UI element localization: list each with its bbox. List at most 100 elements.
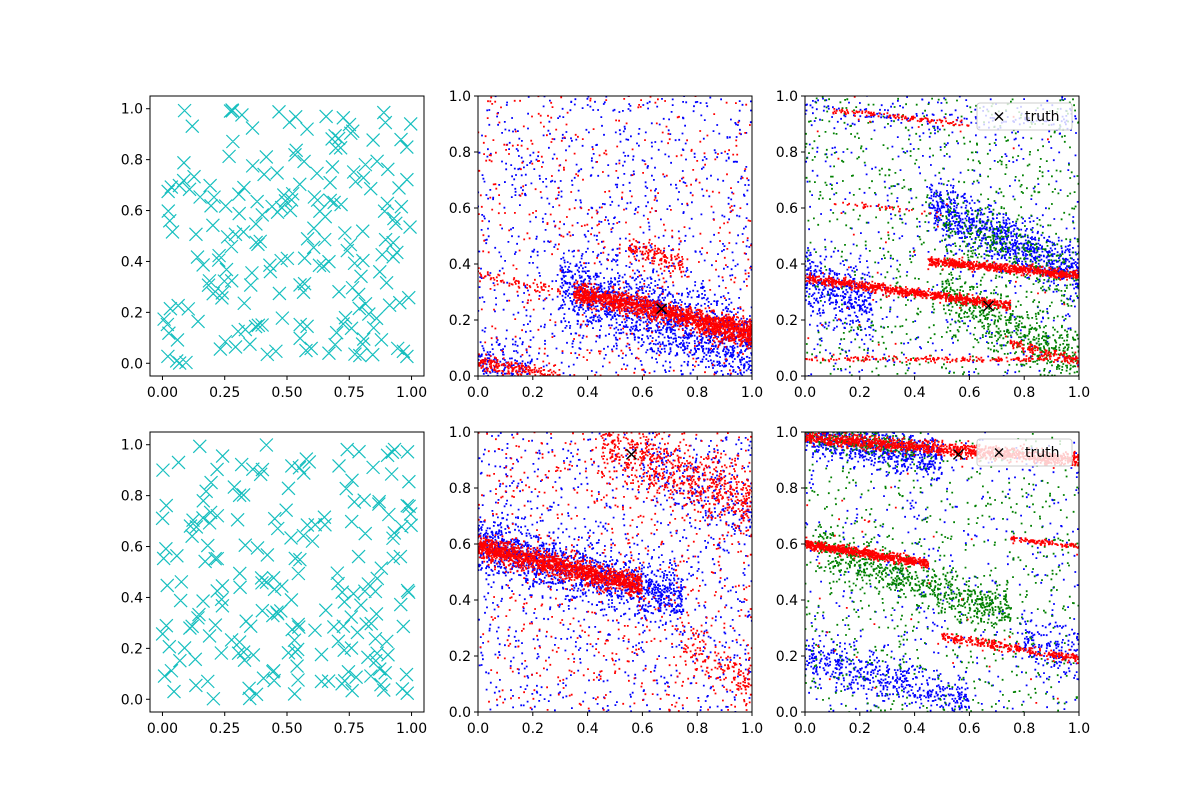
- legend-truth-icon: [994, 448, 1004, 457]
- axes-frame: [477, 95, 753, 377]
- y-tick-label: 0.8: [449, 145, 471, 161]
- y-tick-label: 0.2: [449, 313, 471, 329]
- truth-marker: [656, 303, 668, 315]
- plot-area: [478, 96, 752, 376]
- x-tick-label: 0.0: [794, 385, 816, 401]
- x-tick-label: 0.6: [631, 721, 653, 737]
- x-tick-label: 1.0: [1068, 721, 1090, 737]
- y-tick-label: 0.4: [776, 257, 798, 273]
- x-tick-label: 0.0: [794, 721, 816, 737]
- y-tick-label: 0.8: [121, 153, 143, 169]
- scatter-series-blue: [805, 432, 1079, 712]
- x-tick-label: 0.8: [686, 385, 708, 401]
- y-tick-label: 1.0: [121, 102, 143, 118]
- y-tick-label: 0.2: [776, 649, 798, 665]
- truth-marker: [625, 448, 637, 460]
- x-tick-label: 0.50: [271, 385, 302, 401]
- scatter-series-samples: [155, 438, 419, 706]
- x-tick-label: 1.0: [741, 385, 763, 401]
- y-tick-label: 0.2: [449, 649, 471, 665]
- y-tick-label: 0.8: [121, 489, 143, 505]
- x-tick-label: 0.75: [334, 385, 365, 401]
- y-tick-label: 0.6: [449, 201, 471, 217]
- y-tick-label: 0.0: [121, 692, 143, 708]
- truth-marker: [952, 448, 964, 460]
- x-tick-label: 0.8: [1013, 721, 1035, 737]
- plot-area: [155, 438, 419, 706]
- subplot-r1c2: 0.0 0.2 0.4 0.6 0.8 1.0 0.0 0.2 0.4 0.6 0.8 1.0 trut…: [776, 425, 1090, 737]
- y-tick-label: 0.6: [776, 537, 798, 553]
- x-tick-label: 0.6: [631, 385, 653, 401]
- x-tick-label: 0.0: [467, 721, 489, 737]
- x-tick-label: 0.75: [334, 721, 365, 737]
- axes-frame: [804, 431, 1080, 713]
- y-tick-label: 0.6: [776, 201, 798, 217]
- subplot-r0c1: 0.0 0.2 0.4 0.6 0.8 1.0 0.0 0.2 0.4 0.6 0.8 1.0: [449, 89, 763, 401]
- x-tick-label: 0.6: [958, 385, 980, 401]
- x-tick-label: 0.4: [903, 721, 925, 737]
- plot-area: [157, 103, 418, 371]
- y-tick-label: 0.2: [121, 641, 143, 657]
- x-tick-label: 0.4: [903, 385, 925, 401]
- x-tick-label: 0.2: [522, 721, 544, 737]
- y-tick-label: 0.0: [449, 705, 471, 721]
- scatter-series-blue: [478, 96, 752, 376]
- y-tick-label: 0.6: [121, 540, 143, 556]
- subplot-r0c0: 0.00 0.25 0.50 0.75 1.00 0.0 0.2 0.4 0.6 0.8 1.0: [121, 95, 427, 401]
- subplot-r1c1: 0.0 0.2 0.4 0.6 0.8 1.0 0.0 0.2 0.4 0.6 0.8 1.0: [449, 425, 763, 737]
- y-tick-label: 1.0: [776, 89, 798, 105]
- x-tick-label: 0.0: [467, 385, 489, 401]
- y-tick-label: 0.4: [121, 254, 143, 270]
- legend-truth-icon: [994, 112, 1004, 121]
- x-tick-label: 1.00: [396, 385, 427, 401]
- subplot-r1c0: 0.00 0.25 0.50 0.75 1.00 0.0 0.2 0.4 0.6 0.8 1.0: [121, 431, 427, 737]
- axes-frame: [804, 95, 1080, 377]
- y-tick-label: 0.0: [776, 369, 798, 385]
- x-tick-label: 0.8: [1013, 385, 1035, 401]
- x-tick-label: 0.50: [271, 721, 302, 737]
- y-tick-label: 0.0: [776, 705, 798, 721]
- x-tick-label: 0.6: [958, 721, 980, 737]
- y-tick-label: 0.2: [121, 305, 143, 321]
- y-tick-label: 1.0: [776, 425, 798, 441]
- x-tick-label: 1.00: [396, 721, 427, 737]
- x-tick-label: 0.25: [209, 721, 240, 737]
- scatter-series-green: [805, 432, 1079, 712]
- x-tick-label: 0.4: [576, 385, 598, 401]
- y-tick-label: 0.4: [776, 593, 798, 609]
- subplot-r0c2: 0.0 0.2 0.4 0.6 0.8 1.0 0.0 0.2 0.4 0.6 0.8 1.0 trut…: [776, 89, 1090, 401]
- y-tick-label: 0.0: [449, 369, 471, 385]
- axes-frame: [477, 431, 753, 713]
- y-tick-label: 0.6: [121, 204, 143, 220]
- legend-label: truth: [1025, 109, 1059, 125]
- x-tick-label: 0.4: [576, 721, 598, 737]
- x-tick-label: 0.25: [209, 385, 240, 401]
- plot-area: [478, 432, 752, 712]
- y-tick-label: 0.0: [121, 356, 143, 372]
- legend-box: [976, 438, 1073, 467]
- x-tick-label: 0.8: [686, 721, 708, 737]
- y-tick-label: 0.6: [449, 537, 471, 553]
- scatter-series-red: [478, 432, 752, 712]
- y-tick-label: 1.0: [449, 89, 471, 105]
- legend: truth: [976, 102, 1073, 131]
- legend-label: truth: [1025, 445, 1059, 461]
- x-tick-label: 0.2: [849, 721, 871, 737]
- scatter-series-red: [805, 96, 1079, 368]
- y-tick-label: 0.8: [776, 145, 798, 161]
- y-tick-label: 0.4: [449, 257, 471, 273]
- x-tick-label: 1.0: [741, 721, 763, 737]
- x-tick-label: 0.2: [522, 385, 544, 401]
- x-tick-label: 0.00: [147, 721, 178, 737]
- x-tick-label: 0.00: [147, 385, 178, 401]
- y-tick-label: 0.4: [449, 593, 471, 609]
- legend-box: [976, 102, 1073, 131]
- y-tick-label: 0.8: [776, 481, 798, 497]
- y-tick-label: 1.0: [449, 425, 471, 441]
- scatter-series-samples: [157, 103, 418, 371]
- y-tick-label: 0.8: [449, 481, 471, 497]
- truth-marker: [983, 300, 995, 312]
- legend: truth: [976, 438, 1073, 467]
